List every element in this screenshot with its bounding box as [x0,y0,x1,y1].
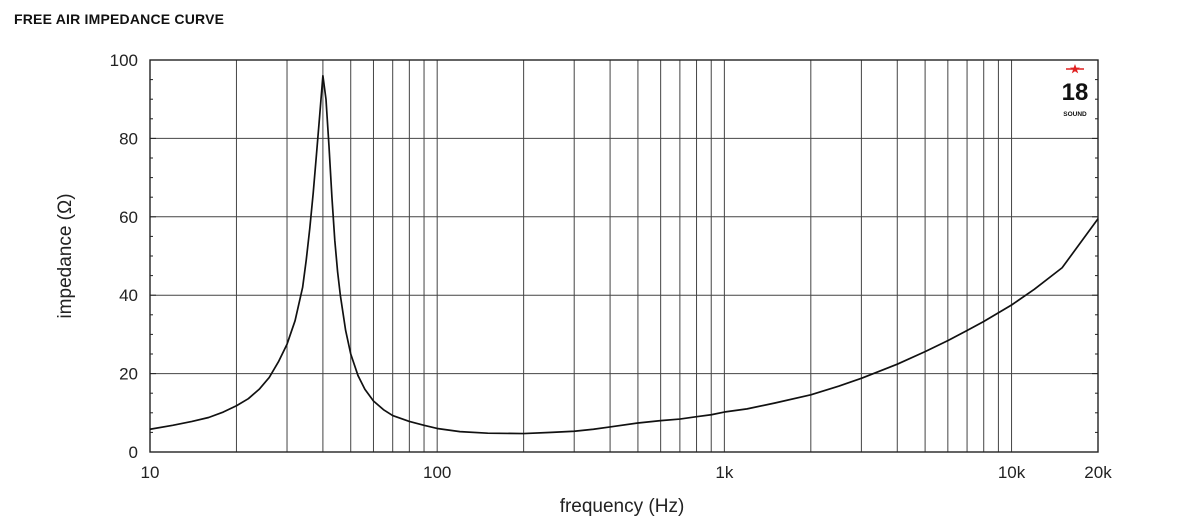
y-tick-label: 20 [119,365,138,384]
y-tick-label: 0 [129,443,138,462]
y-tick-label: 40 [119,286,138,305]
plot-background [150,60,1098,452]
tick-labels: 0 20 40 60 80 100 10 100 1k 10k 20k [110,51,1113,482]
y-tick-label: 60 [119,208,138,227]
y-axis-title: impedance (Ω) [55,193,76,318]
y-tick-label: 100 [110,51,138,70]
x-axis-title: frequency (Hz) [560,496,685,517]
y-tick-label: 80 [119,129,138,148]
x-tick-label: 20k [1084,463,1112,482]
brand-logo: 18 SOUND [1062,64,1089,118]
logo-number: 18 [1062,79,1089,106]
impedance-curve [149,74,1099,435]
x-tick-label: 100 [423,463,451,482]
x-tick-label: 10k [998,463,1026,482]
x-tick-label: 1k [715,463,733,482]
logo-brand: SOUND [1063,111,1087,118]
page-title: FREE AIR IMPEDANCE CURVE [14,11,225,27]
star-icon [1066,64,1084,74]
plot-frame [149,59,1099,453]
x-tick-label: 10 [141,463,160,482]
